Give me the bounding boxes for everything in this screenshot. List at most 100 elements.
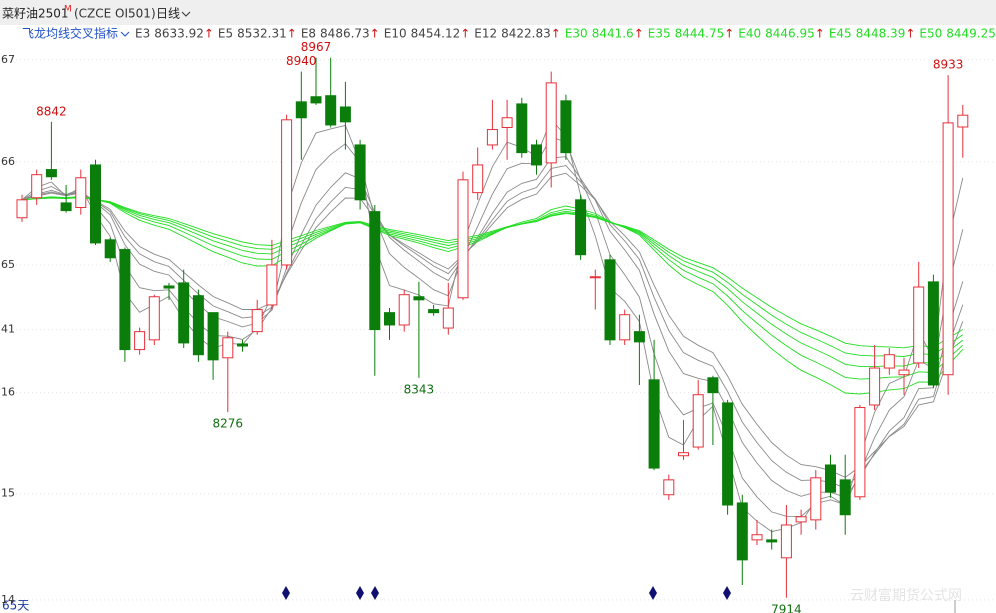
candle-body [222,337,234,359]
candle-body [60,202,72,212]
y-tick-label: 66 [1,155,15,168]
candle-body [589,276,601,279]
watermark: 云财富期货公式网 [850,587,962,604]
candle-body [869,367,881,406]
indicator-arrow: ↑ [634,27,644,41]
candle-body [237,343,248,347]
y-tick-label: 15 [1,487,15,500]
candle-body [266,264,278,306]
indicator-value: 8446.95 [765,27,815,41]
candle-body [119,249,131,351]
candle-body [251,309,263,333]
candle-body [134,331,146,351]
candle-body [75,177,87,209]
candle-body [898,369,910,376]
candle-body [295,101,307,119]
candle-body [413,296,425,301]
candle-body [457,179,469,299]
candle-body [428,309,440,314]
candle-body [648,379,660,469]
ema-line [21,118,964,533]
indicator-arrow: ↑ [551,27,561,41]
low-label: 7914 [771,602,802,613]
candle-body [766,539,778,543]
candle-body [354,144,366,201]
candle-body [927,281,939,386]
indicator-arrow: ↑ [204,27,214,41]
symbol: 菜籽油2501 [2,7,69,21]
candle-body [384,312,395,326]
candle-body [148,296,160,341]
days-label: 65天 [2,599,29,613]
candle-body [957,114,969,128]
candle-body [751,534,763,541]
dropdown-icon[interactable] [181,11,191,17]
indicator-arrow: ↑ [287,27,297,41]
indicator-value: 8441.6 [592,27,634,41]
candle-body [45,169,57,178]
indicator-value: 8422.83 [501,27,551,41]
indicator-name: E3 [135,27,150,41]
indicator-name: E5 [218,27,233,41]
flag: M [64,5,72,15]
indicator-value: 8444.75 [675,27,725,41]
ema-line [21,196,964,367]
ema-line [21,196,964,380]
signals [282,586,731,600]
indicator-name: E40 [738,27,761,41]
indicator-value: 8448.39 [856,27,906,41]
signal [649,586,657,600]
indicator-title[interactable]: 飞龙均线交叉指标 [22,26,118,41]
code: (CZCE OI501) [74,7,156,21]
high-label: 8842 [36,104,67,118]
candle-body [633,331,645,343]
candle-body [192,295,204,356]
indicator-arrow: ↑ [370,27,380,41]
signal [356,586,364,600]
candle-body [604,259,616,341]
plot [16,57,996,601]
candle-body [780,524,792,559]
candle-body [339,106,351,123]
candle-body [31,174,43,199]
high-label: 8940 [286,54,317,68]
top-bar [0,0,996,25]
signal [723,586,731,600]
indicator-value: 8454.12 [411,27,461,41]
candle-body [678,452,689,457]
indicator-dropdown[interactable] [120,31,130,37]
y-tick-label: 67 [1,53,15,66]
candle-body [560,100,572,154]
indicator-value: 8449.25 [946,27,996,41]
candle-body [707,377,719,394]
ema-line [21,165,964,489]
candle-body [825,464,836,493]
indicator-value: 8633.92 [154,27,204,41]
candle-body [575,199,587,256]
candle-body [310,96,322,104]
candle-body [369,211,381,331]
candle-body [178,282,190,344]
candle-body [663,479,675,496]
signal [282,586,290,600]
candle-body [104,239,116,259]
low-label: 8343 [404,382,435,396]
candle-body [942,122,954,376]
candle-body [90,164,101,244]
low-label: 8276 [213,417,244,431]
candle-body [619,314,631,341]
indicator-name: E8 [301,27,316,41]
indicator-arrow: ↑ [815,27,825,41]
candle-body [531,144,542,166]
candle-body [207,312,219,361]
ema-line [21,136,964,517]
ema-line [21,195,964,395]
period[interactable]: 日线 [156,7,180,21]
ema-line [21,196,964,357]
candle-body [442,307,454,329]
high-label: 8933 [933,58,964,72]
y-tick-label: 16 [1,386,15,399]
ema-line [21,172,964,478]
ema-line [21,156,964,498]
